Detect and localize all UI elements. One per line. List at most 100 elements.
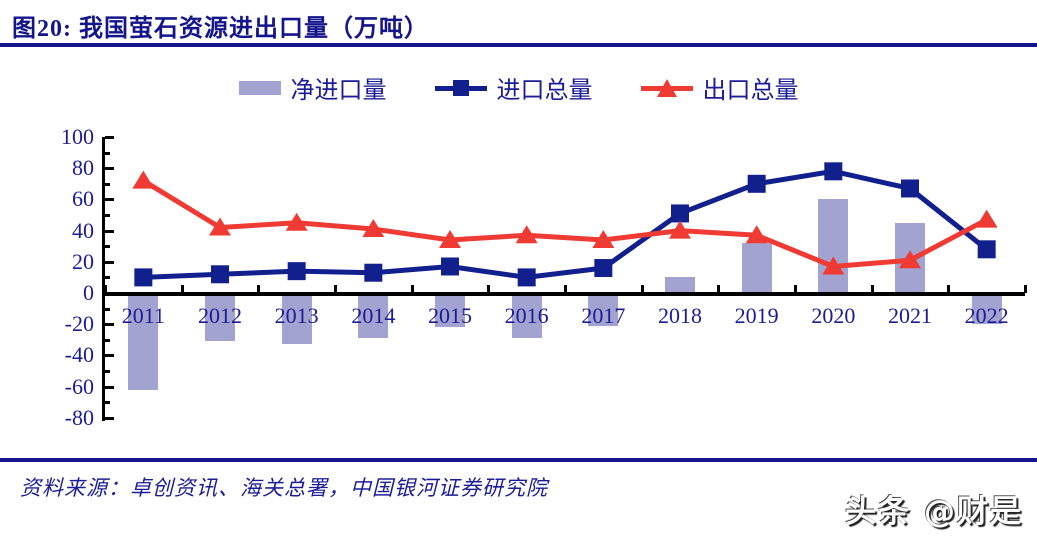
y-axis-label-80: 80 — [72, 155, 94, 181]
square-marker-icon — [452, 79, 469, 96]
y-tick-10 — [105, 276, 110, 280]
x-axis-label-2014: 2014 — [351, 303, 396, 328]
triangle-marker-2019 — [745, 225, 768, 244]
triangle-marker-2014 — [362, 219, 385, 238]
figure-title: 图20: 我国萤石资源进出口量（万吨） — [12, 16, 429, 42]
x-tick-1 — [180, 285, 184, 293]
y-axis-label--60: -60 — [64, 373, 94, 399]
x-tick-2 — [257, 285, 261, 293]
y-tick--40 — [105, 354, 114, 358]
bar-net-import-2019 — [741, 243, 772, 293]
legend-triangle-line-swatch — [640, 78, 693, 97]
bar-net-import-2020 — [818, 199, 849, 293]
triangle-marker-icon — [656, 78, 677, 97]
y-tick-60 — [105, 198, 114, 202]
y-axis-label-100: 100 — [61, 124, 94, 149]
square-marker-2012 — [211, 265, 230, 284]
bar-net-import-2016 — [511, 293, 542, 339]
x-tick-8 — [717, 285, 721, 293]
line-series-canvas — [132, 162, 998, 287]
legend-item-2: 出口总量 — [640, 70, 799, 105]
y-tick-30 — [105, 245, 110, 249]
y-tick-20 — [105, 260, 114, 264]
y-tick-50 — [105, 214, 110, 217]
x-tick-5 — [487, 285, 491, 293]
square-marker-2013 — [287, 262, 306, 281]
bar-net-import-2015 — [435, 293, 465, 328]
triangle-marker-2021 — [898, 250, 921, 269]
y-tick--80 — [105, 416, 114, 420]
legend-label: 进口总量 — [496, 78, 593, 104]
square-marker-2018 — [670, 204, 689, 223]
y-axis-label--20: -20 — [64, 311, 94, 337]
x-tick-4 — [410, 285, 414, 293]
x-tick-11 — [947, 285, 951, 293]
triangle-marker-2012 — [209, 217, 232, 236]
legend-label: 净进口量 — [290, 78, 387, 104]
x-tick-3 — [334, 285, 337, 293]
square-marker-2021 — [900, 179, 919, 198]
x-axis-label-2015: 2015 — [428, 303, 472, 328]
source-note: 资料来源：卓创资讯、海关总署，中国银河证券研究院 — [20, 476, 548, 500]
y-tick-70 — [105, 182, 110, 186]
x-axis-label-2012: 2012 — [198, 303, 242, 328]
square-marker-2011 — [134, 268, 153, 287]
triangle-marker-2018 — [668, 220, 691, 239]
x-axis-line — [102, 292, 1025, 296]
x-tick-9 — [794, 285, 797, 293]
bar-net-import-2022 — [971, 293, 1002, 325]
bar-net-import-2013 — [281, 293, 312, 345]
legend-bar-swatch — [238, 80, 281, 95]
y-tick--30 — [105, 338, 110, 342]
y-axis-label-0: 0 — [83, 280, 94, 305]
y-tick--10 — [105, 307, 110, 311]
bar-net-import-2014 — [358, 293, 389, 339]
x-axis-label-2020: 2020 — [811, 303, 856, 328]
bar-net-import-2018 — [665, 277, 695, 293]
y-axis-label--80: -80 — [64, 404, 94, 430]
bar-net-import-2017 — [588, 293, 619, 326]
triangle-marker-2015 — [439, 229, 462, 248]
square-marker-2015 — [441, 257, 460, 276]
y-tick--60 — [105, 385, 114, 389]
triangle-marker-2017 — [592, 229, 615, 248]
y-axis-label-60: 60 — [72, 186, 94, 212]
square-marker-2014 — [364, 263, 383, 282]
x-axis-label-2019: 2019 — [734, 303, 779, 328]
y-tick--70 — [105, 401, 110, 405]
x-tick-6 — [564, 285, 567, 293]
triangle-marker-2013 — [285, 212, 308, 231]
x-axis-label-2017: 2017 — [581, 303, 626, 328]
y-axis-label-20: 20 — [72, 248, 94, 274]
watermark-text: 头条 @财是 — [845, 494, 1023, 530]
chart-legend: 净进口量 进口总量 出口总量 — [0, 70, 1037, 105]
x-tick-12 — [1024, 285, 1027, 293]
x-axis-label-2021: 2021 — [888, 303, 932, 328]
y-tick-90 — [105, 151, 110, 155]
x-tick-7 — [640, 285, 644, 293]
y-axis-label--40: -40 — [64, 342, 94, 368]
y-tick-40 — [105, 229, 114, 233]
x-axis-label-2011: 2011 — [121, 303, 165, 328]
y-tick-100 — [105, 136, 114, 139]
legend-square-line-swatch — [434, 79, 487, 97]
title-underline — [0, 43, 1037, 47]
x-axis-label-2022: 2022 — [964, 303, 1009, 328]
line-出口总量 — [142, 178, 988, 270]
bar-net-import-2011 — [128, 293, 159, 390]
square-marker-2020 — [824, 162, 843, 181]
square-marker-2016 — [517, 268, 536, 287]
triangle-marker-2020 — [822, 256, 845, 275]
line-进口总量 — [143, 168, 989, 280]
x-tick-0 — [104, 285, 107, 293]
legend-label: 出口总量 — [702, 78, 799, 104]
square-marker-2017 — [594, 259, 613, 278]
legend-item-1: 进口总量 — [434, 70, 593, 105]
square-marker-2022 — [977, 240, 996, 259]
x-axis-label-2013: 2013 — [274, 303, 319, 328]
legend-item-0: 净进口量 — [238, 70, 387, 105]
y-tick--20 — [105, 323, 114, 327]
square-marker-2019 — [747, 174, 766, 193]
